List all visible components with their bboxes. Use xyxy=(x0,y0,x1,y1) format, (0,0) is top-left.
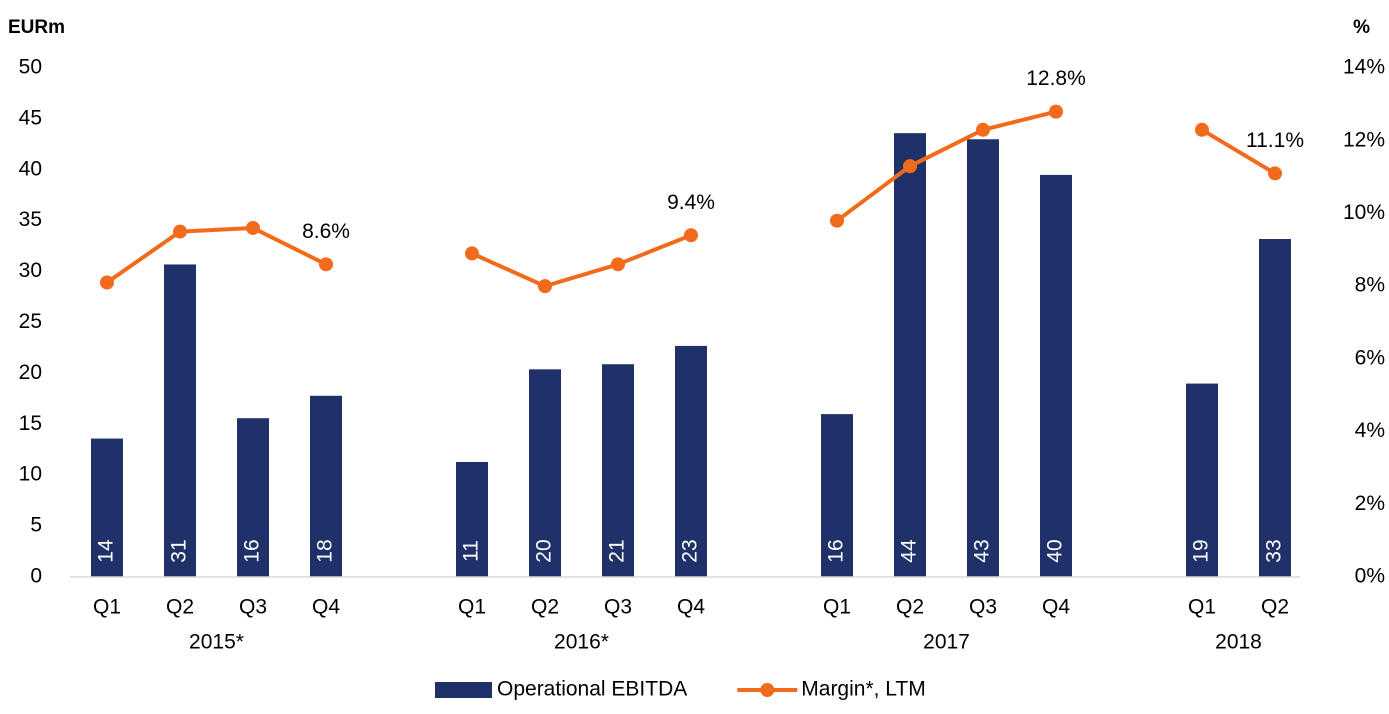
y2-axis-label: % xyxy=(1353,17,1370,38)
bar xyxy=(602,364,634,577)
y-tick-label: 50 xyxy=(19,56,42,79)
margin-point xyxy=(319,257,333,272)
bar xyxy=(967,139,999,577)
x-tick-label: Q2 xyxy=(1261,596,1289,619)
bar-value-label: 33 xyxy=(1263,539,1286,562)
x-tick-label: Q4 xyxy=(312,596,340,619)
bar xyxy=(529,369,561,577)
margin-line xyxy=(105,109,1277,289)
bar xyxy=(237,418,269,577)
y2-tick-label: 10% xyxy=(1343,201,1385,224)
margin-point xyxy=(903,159,917,174)
bar-value-label: 20 xyxy=(533,539,556,562)
x-tick-label: Q1 xyxy=(458,596,486,619)
x-tick-label: Q3 xyxy=(239,596,267,619)
bar-value-label: 31 xyxy=(168,539,191,562)
y-tick-label: 10 xyxy=(19,463,42,486)
y-tick-label: 35 xyxy=(19,208,42,231)
bar xyxy=(821,414,853,577)
y2-tick-label: 8% xyxy=(1355,274,1385,297)
x-tick-label: Q3 xyxy=(604,596,632,619)
bar xyxy=(1259,239,1291,578)
line-value-label: 12.8% xyxy=(1026,67,1086,90)
bar-value-label: 23 xyxy=(679,539,702,562)
bar xyxy=(894,133,926,578)
bar-value-label: 40 xyxy=(1044,539,1067,562)
line-value-label: 9.4% xyxy=(667,191,715,214)
bar-value-label: 43 xyxy=(971,539,994,562)
margin-point xyxy=(465,246,479,261)
legend-label: Margin*, LTM xyxy=(801,678,925,701)
y-axis-label: EURm xyxy=(8,17,65,38)
legend-swatch xyxy=(435,682,492,698)
y2-tick-label: 4% xyxy=(1355,419,1385,442)
margin-point xyxy=(1049,104,1063,119)
y2-tick-label: 0% xyxy=(1355,565,1385,588)
y-tick-label: 15 xyxy=(19,412,42,435)
bar-value-label: 18 xyxy=(314,539,337,562)
bar xyxy=(675,345,707,577)
y-tick-label: 40 xyxy=(19,157,42,180)
y-tick-label: 20 xyxy=(19,361,42,384)
y-tick-label: 25 xyxy=(19,310,42,333)
margin-point xyxy=(1195,122,1209,137)
bar-value-label: 19 xyxy=(1190,539,1213,562)
margin-point xyxy=(976,122,990,137)
bar-value-label: 16 xyxy=(825,539,848,562)
bar-value-label: 44 xyxy=(898,539,921,563)
y2-tick-label: 2% xyxy=(1355,492,1385,515)
y2-tick-label: 6% xyxy=(1355,346,1385,369)
margin-point xyxy=(173,224,187,239)
x-tick-label: Q3 xyxy=(969,596,997,619)
bar xyxy=(91,438,123,577)
bar xyxy=(1040,174,1072,577)
y2-tick-label: 14% xyxy=(1343,56,1385,79)
x-tick-label: Q1 xyxy=(93,596,121,619)
margin-point xyxy=(1268,166,1282,181)
bar xyxy=(310,395,342,577)
bar-value-label: 21 xyxy=(606,539,629,562)
x-tick-label: Q4 xyxy=(677,596,705,619)
bar xyxy=(164,264,196,577)
line-value-label: 8.6% xyxy=(302,220,350,243)
x-tick-label: Q2 xyxy=(531,596,559,619)
x-tick-label: Q1 xyxy=(823,596,851,619)
legend-swatch xyxy=(760,683,775,697)
bar xyxy=(1186,383,1218,577)
margin-point xyxy=(830,213,844,228)
x-tick-label: Q4 xyxy=(1042,596,1070,619)
y2-tick-label: 12% xyxy=(1343,128,1385,151)
bar-value-label: 16 xyxy=(241,539,264,562)
y-tick-label: 0 xyxy=(30,565,42,588)
margin-point xyxy=(246,220,260,235)
margin-point xyxy=(684,228,698,243)
margin-point xyxy=(538,279,552,294)
legend-label: Operational EBITDA xyxy=(497,678,687,701)
bar xyxy=(456,461,488,577)
margin-point xyxy=(611,257,625,272)
group-label: 2017 xyxy=(923,631,970,654)
line-value-label: 11.1% xyxy=(1246,129,1304,152)
bar-value-label: 14 xyxy=(95,539,118,563)
bar-value-label: 11 xyxy=(460,540,483,562)
group-label: 2018 xyxy=(1215,631,1262,654)
group-label: 2015* xyxy=(189,631,244,654)
y-tick-label: 45 xyxy=(19,106,42,129)
x-tick-label: Q2 xyxy=(166,596,194,619)
margin-point xyxy=(100,275,114,290)
x-tick-label: Q1 xyxy=(1188,596,1216,619)
x-tick-label: Q2 xyxy=(896,596,924,619)
y-tick-label: 30 xyxy=(19,259,42,282)
group-label: 2016* xyxy=(554,631,609,654)
y-tick-label: 5 xyxy=(30,514,42,537)
